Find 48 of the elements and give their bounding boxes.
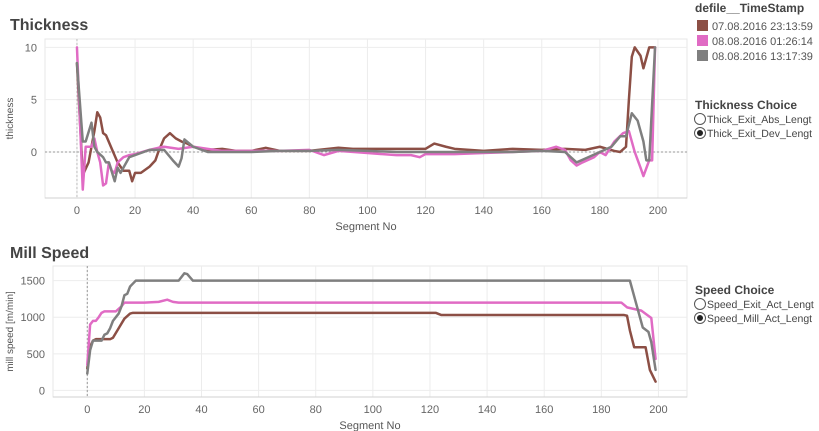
text: Speed Choice (695, 283, 775, 297)
x-tick-label: 140 (474, 205, 493, 217)
x-tick-label: 200 (649, 404, 668, 416)
x-tick-label: 120 (420, 404, 440, 416)
line-series (86, 298, 657, 366)
y-tick-label: 1000 (20, 312, 45, 324)
x-tick-label: 60 (245, 205, 258, 217)
x-axis-title: Segment No (335, 221, 397, 233)
x-tick-label: 100 (358, 205, 377, 217)
x-tick-label: 60 (252, 404, 265, 416)
y-tick-label: 0 (38, 385, 45, 398)
x-tick-label: 120 (416, 205, 435, 217)
x-tick-label: 40 (195, 404, 208, 416)
y-tick-label: 0 (30, 146, 37, 159)
y-axis-title: mill speed [m/min] (5, 290, 16, 372)
x-tick-label: 80 (310, 404, 322, 416)
chart-title: Mill Speed (10, 245, 90, 262)
x-tick-label: 200 (648, 205, 668, 217)
text: Speed_Exit_Act_Lengt (707, 299, 814, 311)
x-tick-label: 180 (592, 404, 611, 416)
x-tick-label: 80 (303, 205, 316, 217)
x-tick-label: 40 (187, 205, 200, 217)
x-tick-label: 100 (364, 404, 382, 416)
y-tick-label: 5 (30, 94, 37, 107)
legend-label: 08.08.2016 13:17:39 (712, 51, 813, 63)
line-series (86, 312, 657, 383)
text: Thick_Exit_Dev_Lengt (707, 128, 812, 140)
text: Thick_Exit_Abs_Lengt (707, 114, 812, 126)
x-tick-label: 20 (138, 404, 151, 416)
y-axis-title: thickness (5, 98, 16, 140)
x-tick-label: 140 (478, 404, 496, 416)
legend-label: 08.08.2016 01:26:14 (712, 36, 813, 48)
y-tick-label: 1500 (20, 276, 45, 288)
x-tick-label: 0 (84, 404, 90, 416)
legend-title: defile__TimeStamp (695, 1, 804, 15)
x-axis-title: Segment No (339, 420, 401, 431)
legend-label: 07.08.2016 23:13:59 (712, 21, 813, 33)
text: Thickness Choice (695, 98, 798, 112)
text: Speed_Mill_Act_Lengt (707, 313, 812, 325)
x-tick-label: 20 (128, 205, 142, 217)
x-tick-label: 160 (535, 404, 554, 416)
x-tick-label: 0 (74, 205, 80, 217)
line-series (86, 272, 657, 375)
chart-title: Thickness (10, 17, 88, 34)
x-tick-label: 180 (590, 205, 610, 217)
x-tick-label: 160 (532, 205, 551, 217)
y-tick-label: 10 (24, 42, 37, 54)
y-tick-label: 500 (26, 348, 45, 361)
